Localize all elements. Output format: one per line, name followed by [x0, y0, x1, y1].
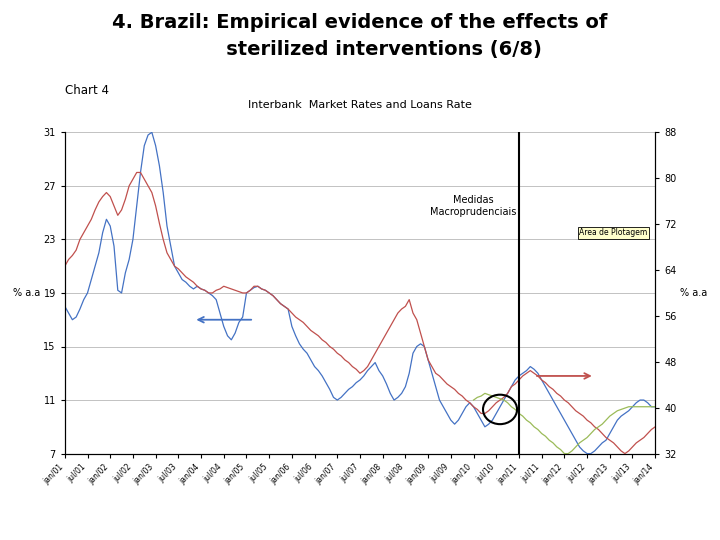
Y-axis label: % a.a: % a.a: [680, 288, 707, 298]
Text: sterilized interventions (6/8): sterilized interventions (6/8): [179, 40, 541, 59]
Text: Interbank  Market Rates and Loans Rate: Interbank Market Rates and Loans Rate: [248, 100, 472, 110]
Text: Medidas
Macroprudenciais: Medidas Macroprudenciais: [431, 195, 517, 217]
Text: 4. Brazil: Empirical evidence of the effects of: 4. Brazil: Empirical evidence of the eff…: [112, 14, 608, 32]
Text: Area de Plotagem: Area de Plotagem: [580, 228, 647, 237]
Text: Chart 4: Chart 4: [65, 84, 109, 97]
Y-axis label: % a.a: % a.a: [13, 288, 40, 298]
